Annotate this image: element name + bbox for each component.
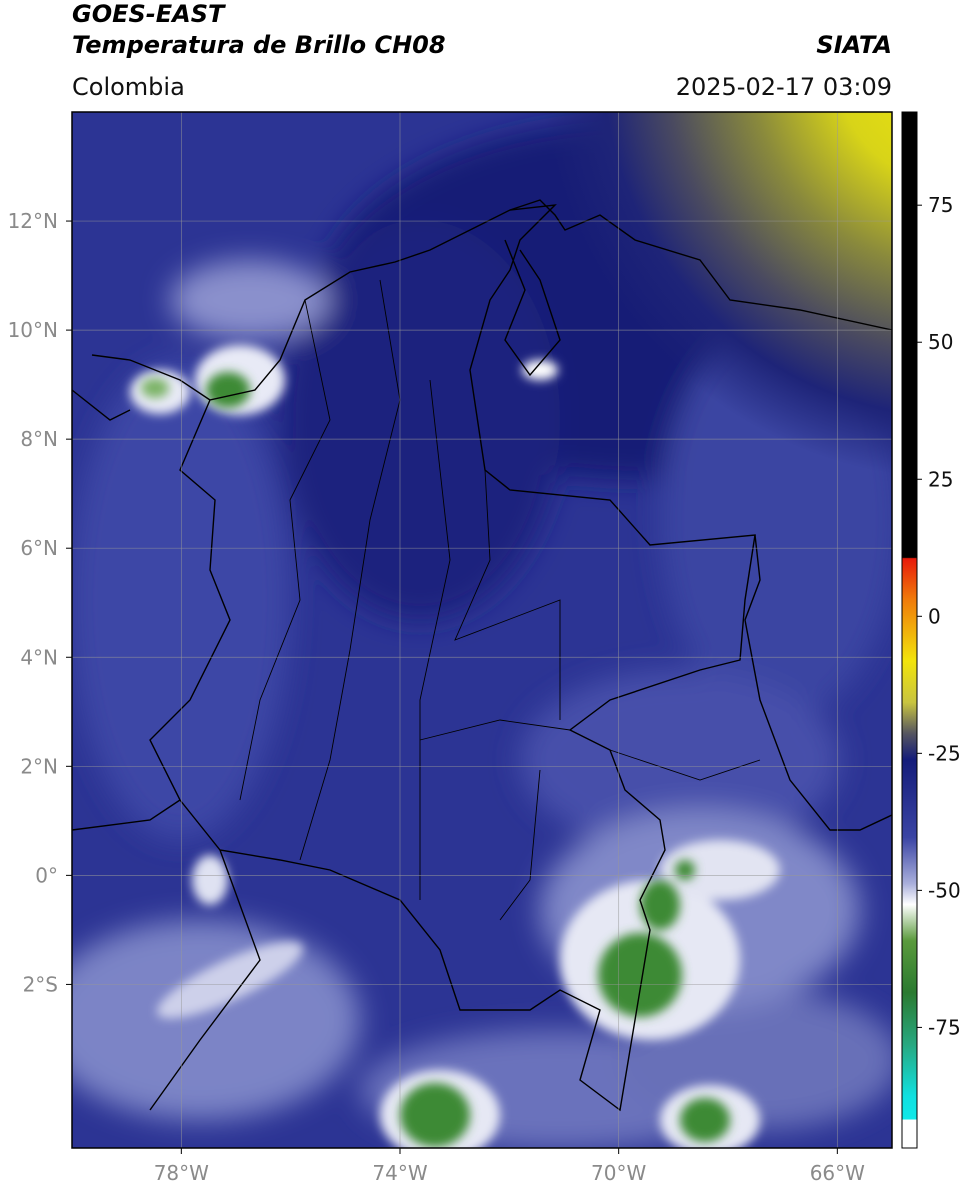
y-tick-label: 8°N (20, 427, 58, 451)
colorbar-tick-label: -25 (928, 741, 961, 765)
source: SIATA (816, 31, 892, 59)
colorbar-tick-label: 0 (928, 604, 941, 628)
y-tick-label: 2°S (23, 972, 58, 996)
colorbar (901, 111, 918, 1149)
y-tick-label: 4°N (20, 645, 58, 669)
region: Colombia (72, 73, 185, 101)
y-tick-label: 2°N (20, 754, 58, 778)
colorbar-tick-label: -75 (928, 1015, 961, 1039)
timestamp: 2025-02-17 03:09 (676, 73, 892, 101)
x-tick-label: 78°W (154, 1161, 209, 1185)
y-tick-label: 0° (35, 863, 58, 887)
y-tick-label: 10°N (8, 318, 58, 342)
x-tick-label: 74°W (372, 1161, 427, 1185)
y-tick-label: 12°N (8, 209, 58, 233)
x-tick-label: 66°W (810, 1161, 865, 1185)
colorbar-tick-label: 50 (928, 330, 953, 354)
y-tick-label: 6°N (20, 536, 58, 560)
title: GOES-EAST (72, 0, 226, 28)
map-frame (71, 111, 893, 1149)
colorbar-tick-label: -50 (928, 878, 961, 902)
satellite-image (72, 112, 892, 1148)
x-tick-label: 70°W (591, 1161, 646, 1185)
subtitle: Temperatura de Brillo CH08 (72, 31, 446, 59)
colorbar-tick-label: 25 (928, 467, 953, 491)
colorbar-tick-label: 75 (928, 193, 953, 217)
